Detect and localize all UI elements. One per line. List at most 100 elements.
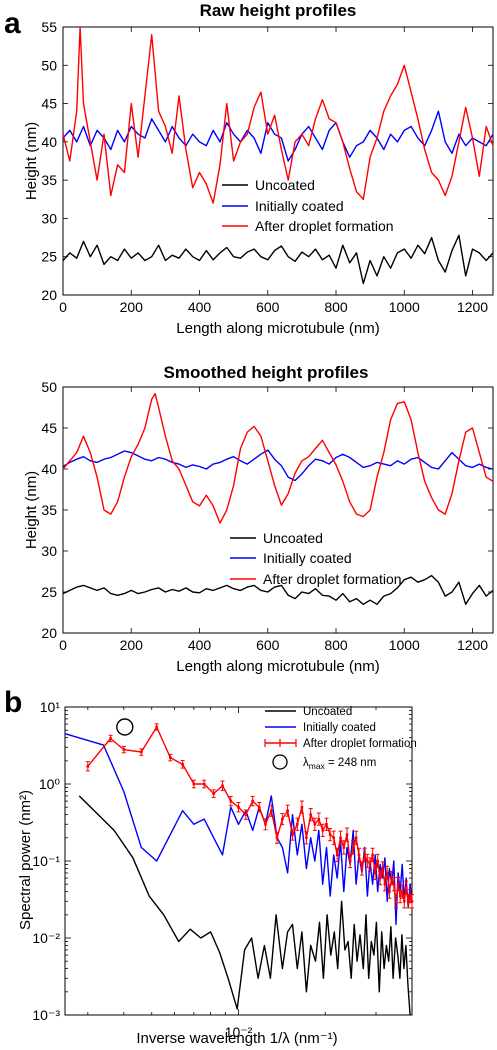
spectral-x-tick-label-0: 10⁻²	[225, 1024, 253, 1040]
spectral-y-tick-label-0: 10⁻³	[32, 1007, 60, 1023]
errorbar-point-3	[140, 750, 143, 754]
lambda-symbol: λ	[303, 757, 309, 769]
series-lines-raw	[62, 26, 494, 285]
panel-label-a: a	[4, 7, 21, 40]
errorbar-point-57	[400, 890, 404, 893]
legend-lambda-circle	[272, 754, 288, 770]
errorbar-point-15	[257, 805, 261, 809]
raw-x-tick-label-1200: 1200	[457, 299, 488, 315]
errorbar-point-30	[328, 833, 332, 836]
errorbar-point-32	[335, 853, 339, 857]
legend-smoothed: Uncoated Initially coated After droplet …	[230, 530, 402, 587]
errorbar-point-22	[296, 822, 299, 826]
errorbar-point-54	[394, 899, 398, 903]
raw-x-tick-label-600: 600	[256, 299, 280, 315]
chart-smoothed-height-profiles: Smoothed height profiles 0 200 400 600 800 10…	[23, 363, 494, 675]
errorbar-point-40	[360, 867, 364, 870]
errorbar-point-34	[342, 846, 346, 849]
spectral-y-tick-label-3: 10⁰	[39, 776, 61, 792]
errorbar-point-52	[390, 876, 393, 880]
errorbar-point-33	[339, 836, 342, 840]
errorbar-point-44	[371, 853, 374, 857]
legend-label-after-droplet: After droplet formation	[255, 218, 394, 234]
plot-area-raw	[62, 26, 494, 296]
errorbar-point-29	[325, 822, 328, 826]
errorbar-point-27	[317, 817, 321, 821]
smoothed-line-initially-coated	[62, 449, 494, 482]
smoothed-y-tick-label-25: 25	[41, 584, 57, 600]
raw-x-tick-label-0: 0	[59, 299, 67, 315]
errorbar-point-55	[396, 882, 400, 886]
raw-y-tick-label-30: 30	[41, 210, 57, 226]
errorbar-point-51	[388, 890, 391, 893]
x-axis-label-raw: Length along microtubule (nm)	[176, 320, 379, 337]
errorbar-point-18	[275, 836, 279, 840]
axis-ticks-smoothed: 0 200 400 600 800 1000 1200 20 25 30 35 40 45 50	[41, 379, 493, 653]
errorbar-point-19	[281, 817, 284, 821]
smoothed-y-tick-label-50: 50	[41, 379, 57, 395]
y-axis-label-spectral: Spectral power (nm²)	[17, 790, 34, 930]
errorbar-point-2	[122, 748, 126, 751]
legend-label-after-droplet-2: After droplet formation	[263, 571, 402, 587]
errorbar-point-5	[169, 756, 172, 759]
smoothed-x-tick-label-1200: 1200	[457, 637, 488, 653]
errorbar-point-62	[410, 899, 414, 903]
lambda-value: = 248 nm	[325, 757, 376, 769]
legend-label-initially-coated: Initially coated	[255, 198, 344, 214]
legend-label-uncoated: Uncoated	[255, 177, 315, 193]
errorbar-point-42	[366, 859, 369, 863]
errorbar-point-13	[244, 813, 248, 816]
legend-label-uncoated-2: Uncoated	[263, 530, 323, 546]
spectral-y-tick-label-4: 10¹	[40, 699, 61, 715]
errorbar-point-24	[305, 836, 308, 840]
series-lines-smoothed	[62, 392, 494, 605]
errorbar-point-1	[109, 737, 112, 740]
smoothed-line-uncoated	[62, 574, 494, 605]
smoothed-y-tick-label-35: 35	[41, 502, 57, 518]
errorbar-point-45	[373, 871, 377, 875]
errorbar-point-12	[237, 805, 240, 809]
errorbar-point-35	[345, 833, 349, 836]
errorbar-point-25	[309, 813, 312, 816]
errorbar-point-11	[229, 799, 233, 803]
errorbar-point-39	[357, 853, 361, 857]
errorbar-point-26	[313, 822, 317, 826]
raw-line-uncoated	[62, 234, 494, 285]
errorbar-point-20	[286, 809, 289, 813]
smoothed-line-after-droplet-formation	[62, 392, 494, 524]
chart-raw-height-profiles: a Raw height profiles 0 200 400 600 800 1000 1…	[4, 1, 494, 337]
smoothed-x-tick-label-800: 800	[324, 637, 348, 653]
smoothed-y-tick-label-30: 30	[41, 543, 57, 559]
errorbar-point-56	[398, 894, 402, 898]
lambda-subscript: max	[309, 761, 326, 771]
error-bars-after-droplet	[85, 723, 414, 909]
y-axis-label-smoothed: Height (nm)	[23, 471, 40, 549]
smoothed-x-tick-label-400: 400	[188, 637, 212, 653]
raw-x-tick-label-400: 400	[188, 299, 212, 315]
raw-y-tick-label-35: 35	[41, 172, 57, 188]
plot-area-smoothed	[62, 386, 494, 634]
raw-y-tick-label-45: 45	[41, 96, 57, 112]
errorbar-point-36	[348, 859, 352, 863]
smoothed-y-tick-label-40: 40	[41, 461, 57, 477]
x-axis-label-smoothed: Length along microtubule (nm)	[176, 658, 379, 675]
series-lines-spectral	[64, 726, 413, 1016]
errorbar-point-41	[363, 853, 366, 857]
raw-x-tick-label-1000: 1000	[389, 299, 420, 315]
errorbar-point-14	[251, 799, 254, 803]
chart-title-raw: Raw height profiles	[200, 1, 357, 20]
raw-y-tick-label-50: 50	[41, 57, 57, 73]
axis-ticks-spectral: 10⁻³ 10⁻² 10⁻¹ 10⁰ 10¹ 10⁻²	[32, 699, 413, 1040]
smoothed-y-tick-label-20: 20	[41, 625, 57, 641]
errorbar-point-37	[351, 846, 355, 849]
legend-raw: Uncoated Initially coated After droplet …	[222, 177, 394, 234]
smoothed-x-tick-label-600: 600	[256, 637, 280, 653]
legend-label-lambda-max: λmax = 248 nm	[303, 757, 376, 771]
legend-label-initially-coated-b: Initially coated	[303, 722, 376, 734]
y-axis-label-raw: Height (nm)	[23, 122, 40, 200]
lambda-max-marker	[116, 718, 134, 736]
errorbar-point-6	[181, 763, 184, 766]
spectral-y-tick-label-2: 10⁻¹	[32, 853, 60, 869]
errorbar-point-53	[392, 882, 396, 886]
